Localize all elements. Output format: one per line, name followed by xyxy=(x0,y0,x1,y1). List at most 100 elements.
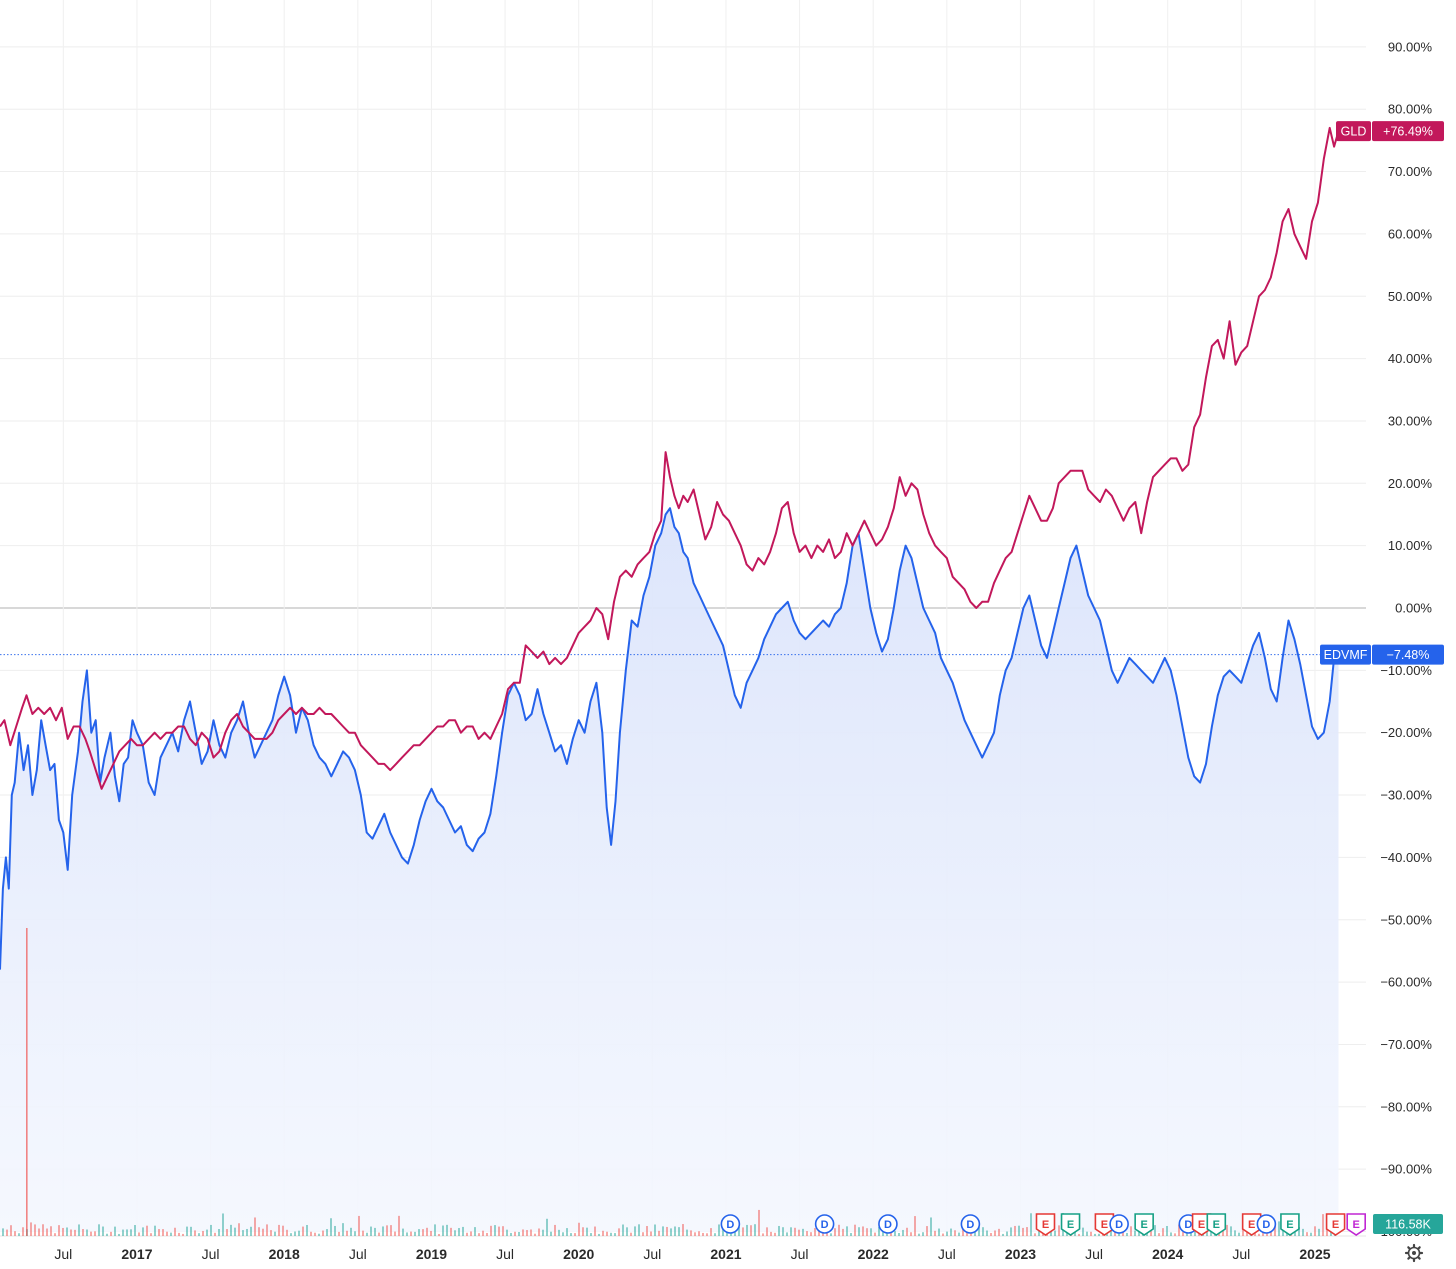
volume-bar xyxy=(1222,1230,1224,1236)
volume-bar xyxy=(770,1231,772,1236)
volume-spike xyxy=(26,928,28,1236)
event-marker-label: D xyxy=(1262,1219,1270,1231)
volume-bar xyxy=(118,1233,120,1236)
volume-bar xyxy=(222,1213,224,1236)
x-tick-label: Jul xyxy=(791,1246,809,1262)
volume-bar xyxy=(802,1228,804,1236)
volume-bar xyxy=(1258,1233,1260,1236)
volume-bar xyxy=(30,1222,32,1236)
volume-bar xyxy=(14,1231,16,1236)
volume-bar xyxy=(82,1229,84,1236)
volume-bar xyxy=(810,1232,812,1236)
x-tick-label: Jul xyxy=(938,1246,956,1262)
volume-bar xyxy=(1078,1233,1080,1236)
gld-value-label: +76.49% xyxy=(1383,125,1433,139)
volume-bar xyxy=(218,1229,220,1236)
volume-bar xyxy=(930,1217,932,1236)
volume-bar xyxy=(306,1224,308,1236)
volume-bar xyxy=(462,1226,464,1236)
volume-bar xyxy=(1306,1232,1308,1236)
volume-bar xyxy=(958,1232,960,1236)
volume-bar xyxy=(310,1231,312,1236)
x-tick-label: Jul xyxy=(496,1246,514,1262)
volume-bar xyxy=(494,1225,496,1236)
volume-bar xyxy=(826,1231,828,1236)
volume-bar xyxy=(542,1229,544,1236)
volume-bar xyxy=(1270,1230,1272,1236)
event-marker-label: E xyxy=(1140,1219,1147,1231)
volume-bar xyxy=(98,1224,100,1236)
volume-bar xyxy=(90,1231,92,1236)
edvmf-value-label: −7.48% xyxy=(1387,648,1430,662)
volume-bar xyxy=(586,1227,588,1236)
volume-bar xyxy=(210,1224,212,1236)
volume-bar xyxy=(290,1233,292,1236)
volume-bar xyxy=(478,1233,480,1236)
volume-bar xyxy=(242,1230,244,1236)
volume-bar xyxy=(402,1228,404,1236)
volume-bar xyxy=(858,1227,860,1236)
volume-bar xyxy=(666,1226,668,1236)
volume-bar xyxy=(814,1228,816,1236)
earnings-marker-icon xyxy=(1346,1213,1366,1236)
volume-bar xyxy=(786,1232,788,1236)
volume-bar xyxy=(334,1225,336,1236)
volume-bar xyxy=(806,1231,808,1236)
volume-bar xyxy=(854,1224,856,1236)
volume-bar xyxy=(1058,1225,1060,1236)
volume-bar xyxy=(746,1224,748,1236)
volume-bar xyxy=(1242,1229,1244,1236)
volume-bar xyxy=(774,1232,776,1236)
volume-bar xyxy=(266,1224,268,1236)
volume-bar xyxy=(142,1227,144,1236)
x-tick-label: 2017 xyxy=(121,1246,152,1262)
volume-bar xyxy=(102,1226,104,1236)
volume-bar xyxy=(834,1228,836,1236)
volume-bar xyxy=(1326,1229,1328,1236)
volume-bar xyxy=(2,1228,4,1236)
gld-value-tag xyxy=(1372,121,1444,142)
event-marker-label: D xyxy=(1115,1219,1123,1231)
y-tick-label: −50.00% xyxy=(1380,912,1432,927)
volume-bar xyxy=(990,1232,992,1236)
y-tick-label: 50.00% xyxy=(1388,289,1433,304)
volume-bar xyxy=(386,1225,388,1236)
volume-bar xyxy=(942,1233,944,1236)
x-tick-label: Jul xyxy=(1232,1246,1250,1262)
volume-bar xyxy=(1226,1224,1228,1236)
volume-bar xyxy=(434,1224,436,1236)
volume-bar xyxy=(798,1229,800,1236)
event-marker-label: E xyxy=(1042,1219,1049,1231)
volume-bar xyxy=(382,1226,384,1236)
volume-bar xyxy=(230,1224,232,1236)
volume-bar xyxy=(262,1228,264,1236)
volume-bar xyxy=(566,1228,568,1236)
volume-bar xyxy=(130,1229,132,1236)
edvmf-value-tag xyxy=(1372,644,1444,665)
volume-bar xyxy=(978,1227,980,1236)
volume-bar xyxy=(954,1230,956,1236)
dividend-marker-icon xyxy=(878,1214,898,1234)
volume-bar xyxy=(1130,1226,1132,1236)
volume-bar xyxy=(914,1216,916,1236)
volume-bar xyxy=(1110,1228,1112,1236)
volume-bar xyxy=(846,1226,848,1236)
volume-bar xyxy=(778,1225,780,1236)
volume-bar xyxy=(554,1224,556,1236)
volume-bar xyxy=(538,1228,540,1236)
volume-bar xyxy=(158,1229,160,1236)
gld-name-label: GLD xyxy=(1341,125,1367,139)
volume-bar xyxy=(522,1229,524,1236)
volume-bar xyxy=(38,1228,40,1236)
volume-bar xyxy=(70,1229,72,1236)
volume-bar xyxy=(446,1224,448,1236)
event-marker-label: E xyxy=(1067,1219,1074,1231)
volume-bar xyxy=(1178,1224,1180,1236)
settings-button[interactable] xyxy=(1404,1243,1424,1263)
volume-bar xyxy=(194,1230,196,1236)
volume-bar xyxy=(1234,1230,1236,1236)
volume-bar xyxy=(322,1230,324,1236)
gear-icon-center xyxy=(1412,1251,1416,1255)
volume-bar xyxy=(558,1229,560,1236)
volume-bar xyxy=(782,1227,784,1236)
